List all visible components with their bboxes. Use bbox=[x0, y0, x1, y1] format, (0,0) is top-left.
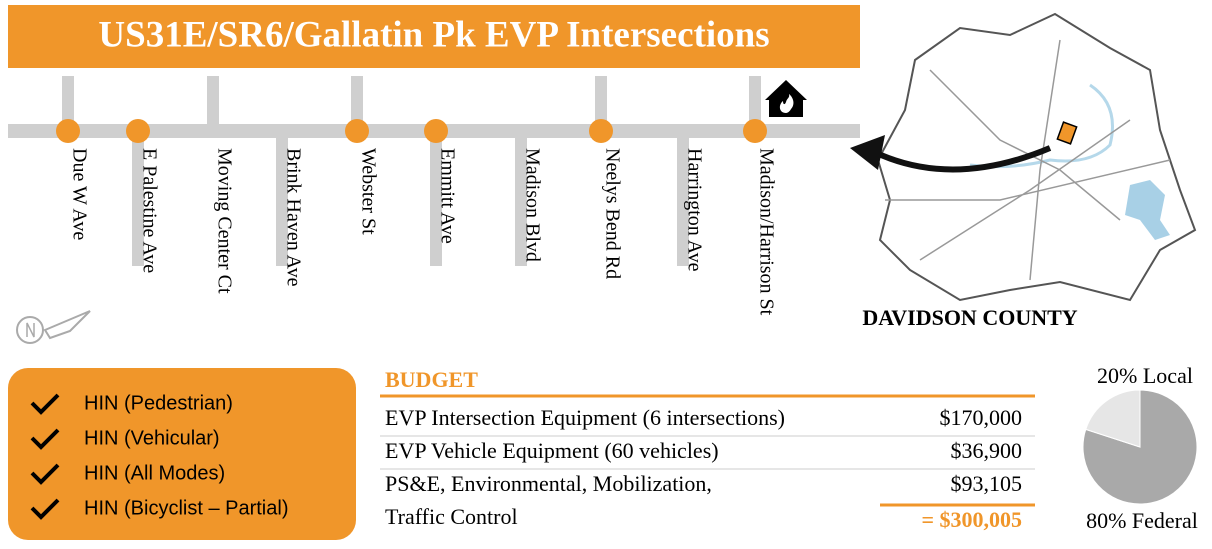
street-name: Madison Blvd bbox=[521, 148, 543, 262]
evp-dot bbox=[589, 119, 613, 143]
cross-street bbox=[515, 131, 527, 266]
title-bar bbox=[8, 5, 860, 68]
budget-item: Traffic Control bbox=[385, 504, 518, 529]
street-name: Moving Center Ct bbox=[213, 148, 235, 294]
street-name: Neelys Bend Rd bbox=[601, 148, 623, 279]
title: US31E/SR6/Gallatin Pk EVP Intersections bbox=[98, 14, 769, 55]
evp-dot bbox=[345, 119, 369, 143]
checklist-item: HIN (Vehicular) bbox=[84, 427, 220, 449]
check-icon bbox=[30, 393, 60, 415]
budget-heading: BUDGET bbox=[385, 367, 478, 392]
checklist-item: HIN (Pedestrian) bbox=[84, 392, 233, 414]
pie-label: 20% Local bbox=[1097, 363, 1193, 388]
checklist-item: HIN (All Modes) bbox=[84, 462, 225, 484]
map-label: DAVIDSON COUNTY bbox=[862, 305, 1077, 330]
street-name: Brink Haven Ave bbox=[282, 148, 304, 287]
evp-dot bbox=[56, 119, 80, 143]
budget-item: PS&E, Environmental, Mobilization, bbox=[385, 471, 712, 496]
fire-station-icon bbox=[765, 80, 807, 117]
budget-amount: $93,105 bbox=[951, 471, 1023, 496]
cross-street bbox=[207, 76, 219, 136]
budget-item: EVP Vehicle Equipment (60 vehicles) bbox=[385, 438, 719, 463]
street-name: Due W Ave bbox=[68, 148, 90, 240]
cross-street bbox=[132, 131, 144, 266]
street-name: Emmitt Ave bbox=[436, 148, 458, 244]
budget-item: EVP Intersection Equipment (6 intersecti… bbox=[385, 405, 785, 430]
north-arrow bbox=[16, 310, 91, 344]
cross-street bbox=[677, 131, 689, 266]
cross-street bbox=[430, 131, 442, 266]
check-icon bbox=[30, 463, 60, 485]
county-map bbox=[850, 12, 1197, 302]
street-name: E Palestine Ave bbox=[138, 148, 160, 273]
pie-slice bbox=[1085, 389, 1141, 448]
budget-amount: $36,900 bbox=[951, 438, 1023, 463]
checklist-item: HIN (Bicyclist – Partial) bbox=[84, 497, 288, 519]
evp-dot bbox=[126, 119, 150, 143]
check-icon bbox=[30, 498, 60, 520]
evp-dot bbox=[743, 119, 767, 143]
street-name: Webster St bbox=[357, 148, 379, 235]
street-name: Madison/Harrison St bbox=[755, 148, 777, 316]
evp-dot bbox=[424, 119, 448, 143]
budget-total: = $300,005 bbox=[921, 507, 1022, 532]
pie-label: 80% Federal bbox=[1086, 508, 1198, 533]
budget-amount: $170,000 bbox=[940, 405, 1023, 430]
pie-slice bbox=[1082, 389, 1198, 505]
checklist-box bbox=[8, 368, 356, 540]
street-name: Harrington Ave bbox=[683, 148, 705, 272]
cross-street bbox=[276, 131, 288, 266]
check-icon bbox=[30, 428, 60, 450]
